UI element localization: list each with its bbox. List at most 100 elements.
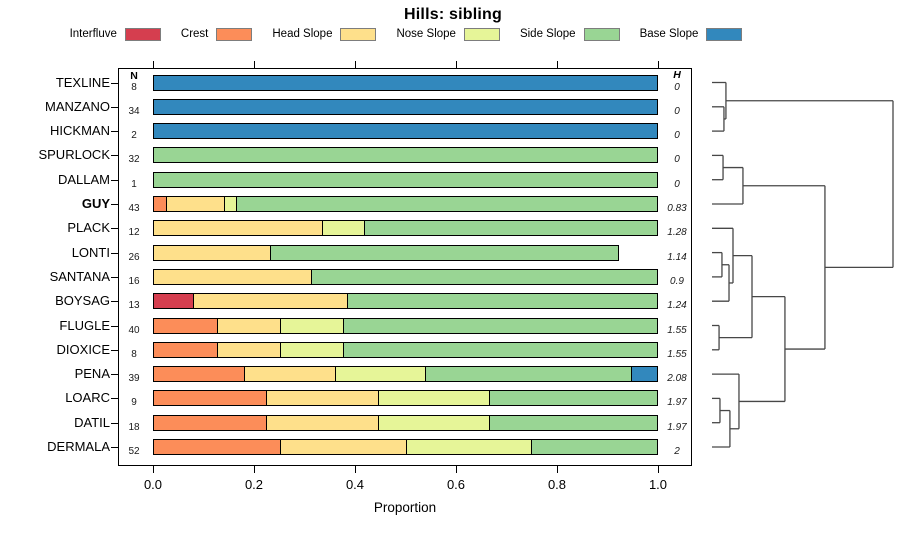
n-value: 26	[128, 251, 140, 263]
row-label-guy: GUY	[81, 196, 110, 211]
x-tick-label: 0.8	[547, 477, 567, 492]
bar-segment-base-slope	[631, 367, 658, 382]
x-axis-top-tick	[456, 61, 457, 68]
bar-segment-nose-slope	[321, 221, 364, 236]
row-label-spurlock: SPURLOCK	[38, 147, 110, 163]
legend-item-nose-slope: Nose Slope	[396, 27, 500, 41]
bar-segment-crest	[154, 440, 280, 454]
bar-segment-base-slope	[154, 99, 657, 114]
bar-segment-side-slope	[311, 269, 657, 284]
bar-segment-crest	[154, 342, 217, 357]
n-value: 8	[131, 348, 137, 360]
n-value: 8	[131, 81, 137, 93]
row-label-boysag: BOYSAG	[55, 293, 110, 309]
h-value: 1.14	[667, 251, 687, 263]
legend-item-crest: Crest	[180, 27, 253, 41]
y-axis-tick	[111, 422, 118, 424]
legend-swatch-side-slope	[583, 27, 620, 41]
legend-item-head-slope: Head Slope	[272, 27, 377, 41]
bar-segment-head-slope	[244, 367, 335, 382]
y-axis-tick	[111, 349, 118, 351]
stacked-bar-guy	[153, 196, 659, 212]
legend-item-side-slope: Side Slope	[519, 27, 620, 41]
legend-swatch-nose-slope	[463, 27, 500, 41]
legend: Interfluve Crest Head Slope Nose Slope Side …	[0, 25, 812, 43]
stacked-bar-texline	[153, 74, 658, 91]
x-tick-label: 0.4	[345, 477, 365, 492]
row-label-lonti: LONTI	[71, 244, 110, 260]
h-value: 0	[674, 154, 680, 166]
legend-item-interfluve: Interfluve	[70, 27, 161, 41]
stacked-bar-flugle	[153, 317, 658, 334]
h-value: 0	[674, 105, 680, 117]
h-column-header: H	[673, 69, 681, 81]
x-tick-label: 0.6	[446, 477, 466, 492]
legend-label: Crest	[180, 28, 209, 40]
y-axis-tick	[111, 252, 118, 254]
legend-label: Base Slope	[639, 28, 699, 40]
stacked-bar-dioxice	[153, 341, 658, 358]
bar-segment-interfluve	[154, 294, 193, 309]
h-value: 0	[674, 178, 680, 190]
y-axis-tick	[111, 374, 118, 376]
n-value: 39	[128, 373, 140, 385]
bar-segment-crest	[154, 197, 166, 211]
bar-segment-nose-slope	[279, 342, 343, 357]
h-value: 0	[674, 130, 680, 142]
plot-area-border	[118, 68, 692, 466]
legend-swatch-head-slope	[340, 27, 377, 41]
bar-segment-side-slope	[424, 367, 632, 382]
row-label-dioxice: DIOXICE	[56, 341, 110, 357]
h-value: 1.28	[667, 227, 687, 239]
n-value: 2	[131, 130, 137, 142]
bar-segment-head-slope	[192, 294, 348, 309]
n-value: 52	[128, 446, 140, 457]
bar-segment-side-slope	[531, 440, 657, 454]
h-value: 1.55	[667, 324, 687, 336]
chart-title: Hills: sibling	[404, 6, 502, 23]
h-value: 2.08	[667, 373, 687, 385]
stacked-bar-dallam	[153, 171, 658, 188]
n-value: 32	[128, 154, 140, 166]
bar-segment-nose-slope	[405, 440, 532, 454]
row-label-hickman: HICKMAN	[50, 123, 110, 139]
h-value: 1.24	[667, 300, 687, 312]
bar-segment-head-slope	[154, 245, 271, 260]
bar-segment-head-slope	[154, 269, 312, 284]
x-axis-top-tick	[658, 61, 659, 68]
bar-segment-side-slope	[489, 391, 657, 406]
y-axis-tick	[111, 301, 118, 303]
h-value: 2	[674, 446, 680, 457]
bar-segment-head-slope	[154, 221, 322, 236]
bar-segment-crest	[154, 367, 245, 382]
bar-segment-side-slope	[363, 221, 657, 236]
stacked-bar-plack	[153, 220, 658, 237]
stacked-bar-datil	[153, 414, 658, 431]
y-axis-tick	[111, 228, 118, 230]
row-label-plack: PLACK	[67, 220, 110, 236]
y-axis-tick	[111, 82, 118, 84]
x-axis-bottom-tick	[355, 466, 356, 473]
row-label-pena: PENA	[74, 366, 110, 382]
n-value: 9	[131, 397, 137, 409]
y-axis-tick	[111, 204, 118, 205]
bar-segment-base-slope	[154, 75, 657, 90]
h-value: 1.97	[667, 397, 687, 409]
x-axis-top-tick	[254, 61, 255, 68]
bar-segment-nose-slope	[334, 367, 425, 382]
stacked-bar-pena	[153, 366, 659, 383]
x-tick-label: 1.0	[648, 477, 668, 492]
x-axis-top-tick	[153, 61, 154, 68]
bar-segment-side-slope	[489, 415, 657, 430]
legend-item-base-slope: Base Slope	[639, 27, 743, 41]
stacked-bar-hickman	[153, 123, 658, 140]
x-tick-label: 0.0	[143, 477, 163, 492]
n-value: 12	[128, 227, 140, 239]
n-value: 40	[128, 324, 140, 336]
legend-label: Side Slope	[519, 28, 576, 40]
stacked-bar-loarc	[153, 390, 658, 407]
y-axis-tick	[111, 325, 118, 327]
bar-segment-side-slope	[154, 172, 657, 187]
bar-segment-head-slope	[216, 342, 280, 357]
